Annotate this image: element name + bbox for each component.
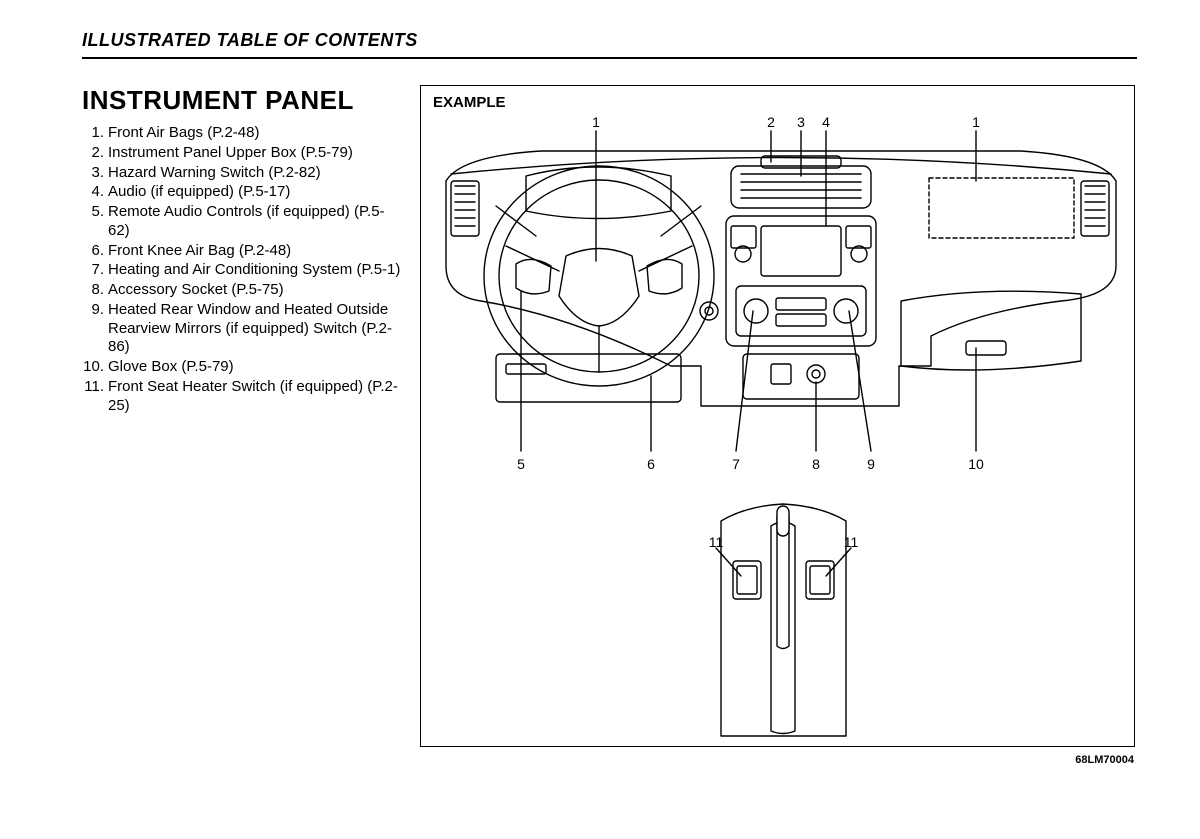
figure-box: EXAMPLE (420, 85, 1135, 747)
figure-code: 68LM70004 (1075, 754, 1134, 766)
legend-item: Accessory Socket (P.5-75) (82, 281, 402, 300)
callout-number: 9 (863, 456, 879, 472)
legend-item: Heating and Air Conditioning System (P.5… (82, 261, 402, 280)
callout-number: 3 (793, 114, 809, 130)
callout-number: 11 (708, 534, 724, 550)
callout-number: 1 (588, 114, 604, 130)
legend-item: Front Knee Air Bag (P.2-48) (82, 242, 402, 261)
callout-number: 2 (763, 114, 779, 130)
callout-number: 5 (513, 456, 529, 472)
legend-item: Front Seat Heater Switch (if equipped) (… (82, 378, 402, 416)
dashboard-diagram (421, 86, 1136, 748)
legend-item: Audio (if equipped) (P.5-17) (82, 183, 402, 202)
legend-item: Front Air Bags (P.2-48) (82, 124, 402, 143)
content-row: INSTRUMENT PANEL Front Air Bags (P.2-48)… (82, 85, 1137, 747)
legend-item: Instrument Panel Upper Box (P.5-79) (82, 144, 402, 163)
callout-number: 6 (643, 456, 659, 472)
legend-item: Glove Box (P.5-79) (82, 358, 402, 377)
callout-number: 7 (728, 456, 744, 472)
callout-number: 1 (968, 114, 984, 130)
section-title: INSTRUMENT PANEL (82, 85, 402, 116)
callout-number: 4 (818, 114, 834, 130)
header-title: ILLUSTRATED TABLE OF CONTENTS (82, 30, 1137, 59)
legend-item: Heated Rear Window and Heated Outside Re… (82, 301, 402, 357)
callout-number: 11 (843, 534, 859, 550)
callout-number: 10 (968, 456, 984, 472)
left-column: INSTRUMENT PANEL Front Air Bags (P.2-48)… (82, 85, 402, 416)
legend-item: Hazard Warning Switch (P.2-82) (82, 164, 402, 183)
legend-item: Remote Audio Controls (if equipped) (P.5… (82, 203, 402, 241)
callout-number: 8 (808, 456, 824, 472)
page: ILLUSTRATED TABLE OF CONTENTS INSTRUMENT… (82, 30, 1137, 747)
legend-list: Front Air Bags (P.2-48) Instrument Panel… (82, 124, 402, 415)
